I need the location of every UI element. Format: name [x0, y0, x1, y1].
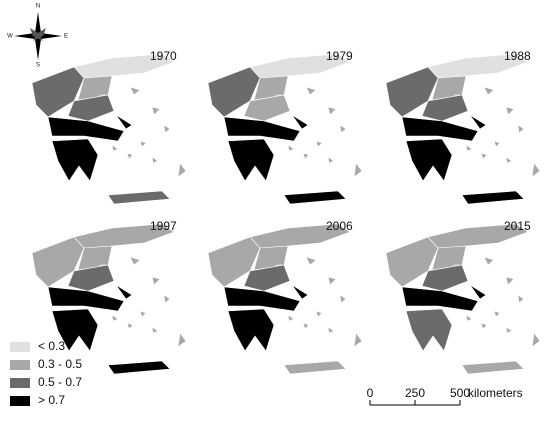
- region: [465, 256, 541, 348]
- region: [461, 190, 525, 205]
- compass-needle: [33, 28, 46, 41]
- map-panel: [385, 53, 541, 205]
- region: [107, 360, 171, 375]
- compass-label: S: [36, 63, 40, 69]
- region: [111, 86, 187, 178]
- map-panel: [31, 223, 187, 375]
- compass-needle: [38, 33, 62, 39]
- region: [421, 264, 469, 292]
- region: [405, 138, 453, 182]
- scale-label: 250: [405, 386, 425, 400]
- scale-label: 500: [450, 386, 470, 400]
- region: [223, 114, 309, 142]
- region: [47, 284, 133, 312]
- map-panel: [385, 223, 541, 375]
- scale-bar: 0 250 500 kilometers: [367, 386, 523, 406]
- panel-year: 2006: [326, 219, 353, 233]
- region: [283, 190, 347, 205]
- compass-needle: [30, 28, 43, 41]
- compass-needle: [35, 36, 41, 60]
- panel-year: 1988: [504, 49, 531, 63]
- region: [227, 138, 275, 182]
- region: [51, 138, 99, 182]
- map-panel: [207, 53, 363, 205]
- legend-label: 0.5 - 0.7: [38, 375, 82, 389]
- region: [243, 264, 291, 292]
- region: [227, 308, 275, 352]
- region: [283, 360, 347, 375]
- region: [47, 114, 133, 142]
- panel-year: 1979: [326, 49, 353, 63]
- region: [287, 256, 363, 348]
- region: [401, 284, 487, 312]
- region: [107, 190, 171, 205]
- compass-label: W: [7, 34, 13, 40]
- legend: < 0.3 0.3 - 0.5 0.5 - 0.7 > 0.7: [10, 339, 82, 407]
- legend-label: < 0.3: [38, 339, 65, 353]
- region: [223, 284, 309, 312]
- region: [111, 256, 187, 348]
- panel-year: 2015: [504, 219, 531, 233]
- compass-needle: [35, 12, 41, 36]
- compass-label: E: [64, 34, 68, 40]
- compass-needle: [14, 33, 38, 39]
- region: [67, 94, 115, 122]
- panel-year: 1970: [150, 49, 177, 63]
- legend-swatch: [10, 396, 30, 406]
- map-panel: [207, 223, 363, 375]
- legend-swatch: [10, 342, 30, 352]
- region: [67, 264, 115, 292]
- map-panel: [31, 53, 187, 205]
- scale-label: 0: [367, 386, 374, 400]
- panel-year: 1997: [150, 219, 177, 233]
- region: [243, 94, 291, 122]
- region: [465, 86, 541, 178]
- scale-unit: kilometers: [468, 386, 523, 400]
- legend-label: > 0.7: [38, 393, 65, 407]
- region: [461, 360, 525, 375]
- region: [287, 86, 363, 178]
- region: [51, 308, 99, 352]
- legend-swatch: [10, 378, 30, 388]
- region: [401, 114, 487, 142]
- compass-label: N: [36, 4, 40, 10]
- compass: N E S W: [7, 4, 68, 69]
- region: [421, 94, 469, 122]
- region: [405, 308, 453, 352]
- legend-swatch: [10, 360, 30, 370]
- legend-label: 0.3 - 0.5: [38, 357, 82, 371]
